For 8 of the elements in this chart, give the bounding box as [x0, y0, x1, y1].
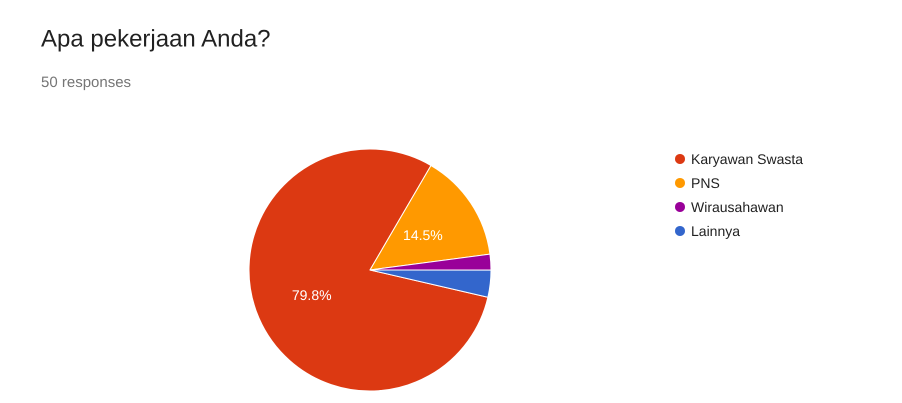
legend-label: Wirausahawan — [691, 199, 784, 215]
legend-label: Lainnya — [691, 223, 740, 239]
legend-label: Karyawan Swasta — [691, 151, 804, 167]
data-label: 79.8% — [292, 287, 332, 304]
legend-label: PNS — [691, 175, 720, 191]
data-label: 14.5% — [403, 226, 443, 243]
text: 50 responses — [41, 74, 132, 91]
chart-title: Apa pekerjaan Anda? — [41, 26, 271, 52]
